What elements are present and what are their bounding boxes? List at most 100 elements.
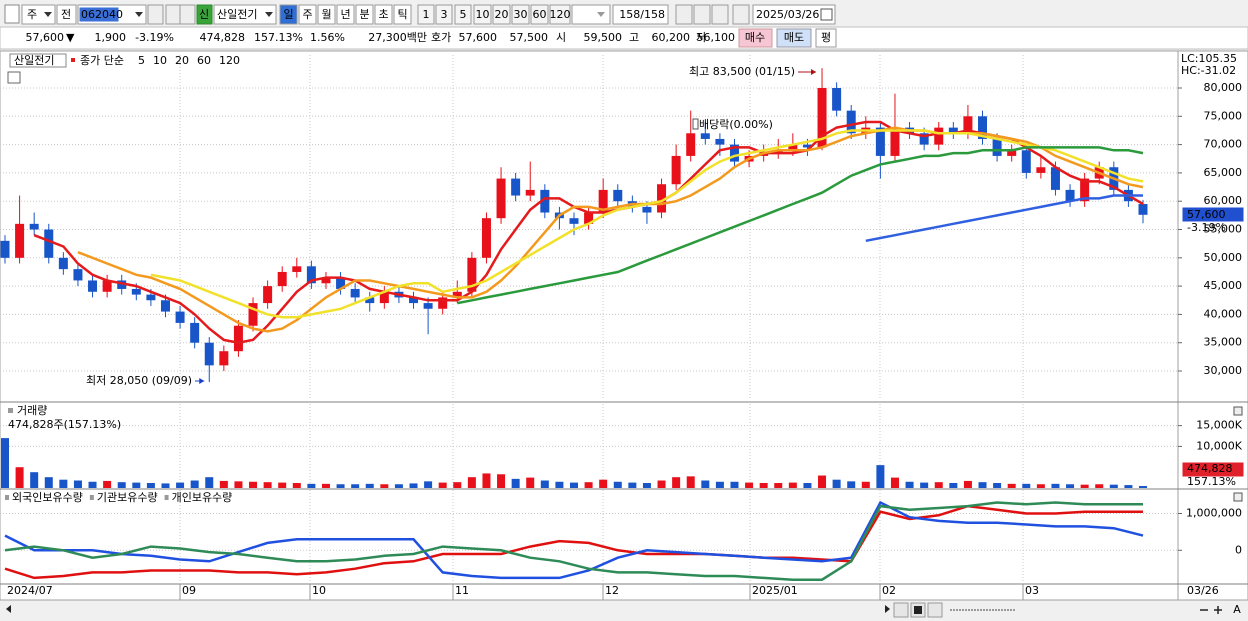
x-tick-label: 2025/01 <box>752 584 798 597</box>
candle-body <box>729 144 739 162</box>
panel-close[interactable] <box>1233 406 1243 416</box>
panel-close[interactable] <box>1233 492 1243 502</box>
interval-button[interactable] <box>511 4 530 25</box>
volume-title: 거래량 <box>17 404 47 417</box>
volume-bar <box>1109 484 1118 488</box>
candle-body <box>204 342 214 366</box>
candle-body <box>306 266 316 284</box>
price-tick-label: 60,000 <box>1204 194 1243 207</box>
unit-select[interactable] <box>571 4 611 25</box>
interval-button[interactable] <box>530 4 549 25</box>
volume-bar <box>1 438 9 488</box>
period-button[interactable] <box>355 4 374 25</box>
period-button[interactable] <box>374 4 393 25</box>
volume-bar <box>278 482 287 488</box>
volume-bar <box>526 477 535 488</box>
holding-line <box>4 504 1143 580</box>
legend-swatch <box>71 58 75 62</box>
eval-button[interactable] <box>815 28 837 48</box>
candle-body <box>233 325 243 352</box>
period-button[interactable] <box>279 4 298 25</box>
moving-average <box>150 129 1144 319</box>
interval-button[interactable] <box>473 4 492 25</box>
volume-bar <box>219 480 228 488</box>
volume-bar <box>511 478 520 488</box>
interval-button[interactable] <box>435 4 453 25</box>
volume-bar <box>365 483 374 488</box>
volume-bar <box>132 482 141 488</box>
interval-button[interactable] <box>417 4 435 25</box>
candle-body <box>788 144 798 151</box>
tool-icon[interactable] <box>675 4 693 25</box>
volume-bar <box>628 482 637 488</box>
volume-bar <box>774 483 783 488</box>
period-button[interactable] <box>393 4 412 25</box>
name-select[interactable] <box>213 4 277 25</box>
turnover: 1.56% <box>310 31 345 44</box>
legend-swatch <box>89 495 94 500</box>
scroll-bar[interactable] <box>0 601 1248 621</box>
amount: 27,300백만 <box>368 31 427 44</box>
candle-body <box>438 297 448 309</box>
high-annotation: 최고 83,500 (01/15) <box>689 65 795 78</box>
interval-button[interactable] <box>492 4 511 25</box>
interval-button[interactable] <box>454 4 472 25</box>
candle-body <box>496 178 506 219</box>
volume-bar <box>103 480 112 488</box>
interval-label: 3 <box>441 8 448 21</box>
sell-button[interactable] <box>776 28 812 48</box>
volume-bar <box>818 475 827 488</box>
volume-bar <box>351 484 360 488</box>
scroll-right[interactable] <box>885 605 890 613</box>
candle-body <box>365 297 375 304</box>
volume-bar <box>190 480 199 488</box>
scroll-left[interactable] <box>6 605 11 613</box>
volume-bar <box>759 483 768 488</box>
zoom-reset[interactable]: A <box>1233 603 1241 616</box>
holding-line <box>4 501 1143 581</box>
interval-button[interactable] <box>549 4 571 25</box>
calendar-icon[interactable] <box>7 71 21 84</box>
market-select[interactable] <box>21 4 56 25</box>
tool-icon[interactable] <box>732 4 750 25</box>
rewind-button[interactable] <box>893 602 909 618</box>
forward-button[interactable] <box>927 602 943 618</box>
candle-body <box>146 294 156 301</box>
volume-bar <box>949 483 958 488</box>
volume-bar <box>88 481 97 488</box>
menu-icon[interactable] <box>4 4 20 24</box>
candle-body <box>131 288 141 295</box>
current-change: -3.19% <box>1187 221 1226 234</box>
period-button[interactable] <box>317 4 336 25</box>
tool-icon[interactable] <box>165 4 182 25</box>
price-tick-label: 65,000 <box>1204 166 1243 179</box>
candle-body <box>263 286 273 304</box>
period-button[interactable] <box>298 4 317 25</box>
volume-bar <box>570 482 578 488</box>
stock-name: 산일전기 <box>217 7 257 21</box>
date-box[interactable] <box>752 4 836 25</box>
volume-bar <box>730 481 739 488</box>
candle-body <box>700 133 710 139</box>
period-button[interactable] <box>336 4 355 25</box>
tool-icon[interactable] <box>179 4 196 25</box>
tool-icon[interactable] <box>147 4 164 25</box>
date: 2025/03/26 <box>756 8 819 21</box>
prev-button[interactable] <box>56 4 77 25</box>
volume-bar <box>73 480 82 488</box>
candle-body <box>88 280 98 292</box>
volume-ratio: 157.13% <box>254 31 303 44</box>
legend-entry: 5 <box>138 54 145 67</box>
candle-body <box>540 189 550 213</box>
x-tick-label: 02 <box>882 584 896 597</box>
tool-icon[interactable] <box>711 4 729 25</box>
calendar-icon[interactable] <box>820 8 833 21</box>
buy-button[interactable] <box>738 28 773 48</box>
volume-bar <box>336 484 345 488</box>
interval-label: 5 <box>460 8 467 21</box>
volume: 474,828 <box>200 31 246 44</box>
tool-icon[interactable] <box>693 4 711 25</box>
candle-body <box>992 138 1002 156</box>
change: 1,900 <box>95 31 127 44</box>
interval-label: 1 <box>423 8 430 21</box>
